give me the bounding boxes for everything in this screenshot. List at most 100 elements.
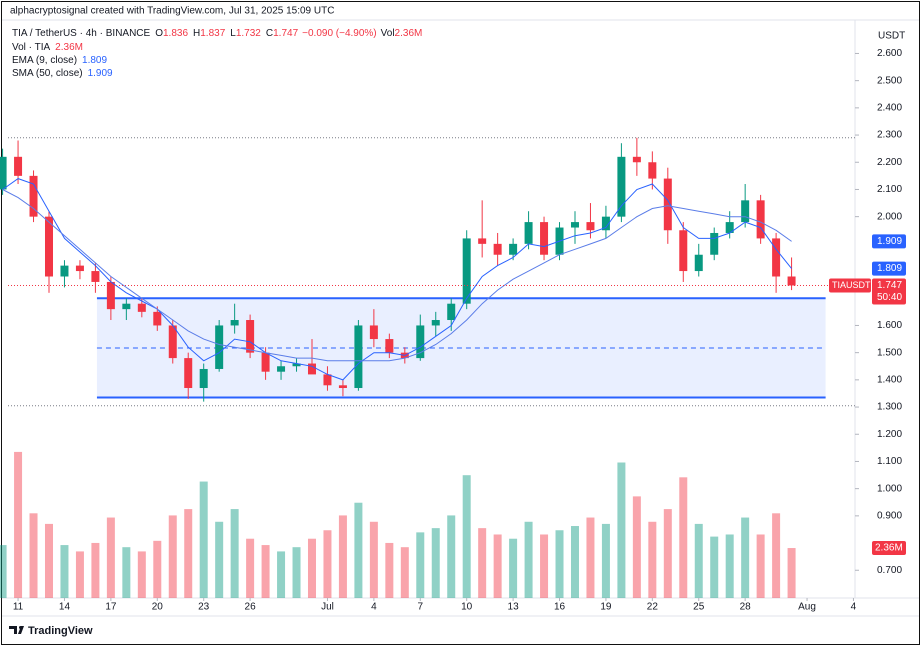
volume-bar <box>493 534 502 598</box>
candle-body <box>277 366 286 372</box>
y-tick-label: 1.200 <box>877 429 902 440</box>
y-tick-label: 2.600 <box>877 48 902 59</box>
x-tick-label: 23 <box>198 602 210 613</box>
ohlc-label: L <box>230 28 236 39</box>
volume-bar <box>137 551 146 598</box>
countdown: 50:40 <box>877 292 902 303</box>
sma-line <box>2 189 792 362</box>
candle-body <box>725 222 734 233</box>
ohlc-value: 1.747 <box>273 28 298 39</box>
credit: alphacryptosignal created with TradingVi… <box>10 6 334 17</box>
ema-value: 1.809 <box>82 55 107 66</box>
x-tick-label: 14 <box>59 602 71 613</box>
legend-volume: Vol · TIA 2.36M <box>12 42 83 53</box>
volume-bar <box>601 523 610 598</box>
candle-body <box>91 271 100 282</box>
candle-body <box>663 178 672 231</box>
candle-body <box>493 243 502 255</box>
volume-bar <box>586 517 595 598</box>
candle-body <box>756 200 765 239</box>
volume-bar <box>307 538 316 598</box>
y-tick-label: 1.000 <box>877 483 902 494</box>
candle-body <box>137 303 146 312</box>
candle-body <box>679 230 688 272</box>
footer-brand: TradingView <box>28 625 93 637</box>
volume-bar <box>29 513 38 598</box>
volume-bar <box>369 521 378 598</box>
ohlc-label: H <box>193 28 200 39</box>
volume-bar <box>756 534 765 598</box>
x-tick-label: 11 <box>13 602 24 613</box>
volume-bar <box>787 548 796 598</box>
x-tick-label: Jul <box>321 602 334 613</box>
candle-body <box>215 325 224 369</box>
candle-body <box>230 320 239 326</box>
candle-body <box>14 156 23 176</box>
y-tick-label: 1.500 <box>877 347 902 358</box>
candle-body <box>44 216 53 277</box>
y-tick-label: 2.100 <box>877 184 902 195</box>
volume-bar <box>168 515 177 598</box>
candle-body <box>307 363 316 375</box>
candle-body <box>0 156 7 190</box>
y-tick-label: 2.200 <box>877 157 902 168</box>
ema-tag-box <box>872 261 906 276</box>
y-tick-label: 2.500 <box>877 75 902 86</box>
x-tick-label: 25 <box>693 602 705 613</box>
legend-sma: SMA (50, close) 1.909 <box>12 68 113 79</box>
volume-bar <box>246 538 255 598</box>
candle-body <box>29 175 38 217</box>
volume-bar <box>694 523 703 598</box>
volume-bar <box>44 523 53 598</box>
volume-bar <box>447 515 456 598</box>
candle-body <box>292 363 301 367</box>
volume-bar <box>741 517 750 598</box>
volume-bar <box>60 545 69 598</box>
candle-body <box>323 374 332 386</box>
candle-body <box>570 222 579 228</box>
volume-bar <box>725 534 734 598</box>
candle-body <box>369 325 378 340</box>
volume-bar <box>524 521 533 598</box>
ohlc-label: C <box>266 28 273 39</box>
sma-tag: 1.909 <box>877 236 902 247</box>
x-tick-label: 10 <box>461 602 473 613</box>
vol-value: 2.36M <box>395 28 423 39</box>
x-tick-label: 4 <box>851 602 857 613</box>
volume-bar <box>555 530 564 598</box>
symbol: TIA / TetherUS · 4h · BINANCE <box>12 28 151 39</box>
symbol-tag: TIAUSDT <box>832 280 871 290</box>
candle-body <box>246 320 255 353</box>
volume-bar <box>632 496 641 598</box>
x-tick-label: 22 <box>647 602 659 613</box>
volume-bar <box>385 542 394 598</box>
candle-body <box>106 281 115 310</box>
candle-body <box>601 216 610 231</box>
volume-tag-box <box>872 541 906 556</box>
volume-bar <box>772 513 781 598</box>
x-tick-label: 7 <box>418 602 424 613</box>
y-tick-label: 2.400 <box>877 102 902 113</box>
candle-body <box>710 232 719 255</box>
y-tick-label: 1.600 <box>877 320 902 331</box>
x-tick-label: 17 <box>105 602 117 613</box>
candle-body <box>75 265 84 272</box>
volume-bar <box>153 540 162 598</box>
candle-body <box>153 311 162 326</box>
price-tag-box <box>872 278 906 305</box>
volume-bar <box>230 509 239 598</box>
volume-bar <box>462 475 471 598</box>
volume-bar <box>416 532 425 598</box>
ema-line <box>2 178 792 381</box>
volume-tag: 2.36M <box>875 543 903 554</box>
candle-body <box>122 303 131 310</box>
y-tick-label: 0.700 <box>877 565 902 576</box>
candle-body <box>431 320 440 326</box>
candle-body <box>741 200 750 223</box>
volume-bar <box>540 534 549 598</box>
candle-body <box>478 238 487 244</box>
ohlc: O1.836 H1.837 L1.732 C1.747 <box>155 28 298 39</box>
volume-bar <box>478 528 487 598</box>
y-tick-label: 2.300 <box>877 130 902 141</box>
